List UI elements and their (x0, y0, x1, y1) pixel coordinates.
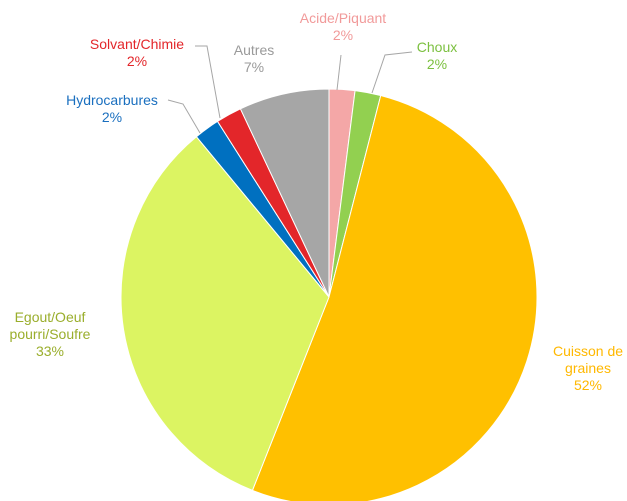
pie-slice (120, 136, 330, 492)
value-label: 7% (243, 59, 265, 75)
leader-line (195, 45, 221, 119)
leader-line (336, 54, 342, 91)
category-label: Autres (233, 42, 275, 58)
slice-label: Acide/Piquant 2% (278, 10, 408, 44)
value-label: 2% (426, 56, 448, 72)
category-label: Egout/Oeuf pourri/Soufre (9, 309, 91, 342)
slice-label: Egout/Oeuf pourri/Soufre 33% (0, 309, 105, 360)
slice-label: Hydrocarbures 2% (52, 92, 172, 126)
value-label: 2% (101, 109, 123, 125)
pie-slice (239, 88, 330, 298)
category-label: Choux (416, 39, 458, 55)
leader-lines (167, 45, 413, 134)
leader-line (371, 51, 413, 94)
pie-slice (251, 94, 538, 501)
category-label: Solvant/Chimie (89, 36, 185, 52)
slice-label: Solvant/Chimie 2% (72, 36, 202, 70)
category-label: Cuisson de graines (552, 343, 624, 376)
category-label: Hydrocarbures (66, 92, 158, 108)
slice-label: Choux 2% (397, 39, 477, 73)
leader-line (167, 99, 201, 134)
value-label: 52% (573, 377, 603, 393)
value-label: 2% (126, 53, 148, 69)
slice-label: Autres 7% (214, 42, 294, 76)
slice-label: Cuisson de graines 52% (533, 343, 627, 394)
category-label: Acide/Piquant (299, 10, 387, 26)
value-label: 2% (332, 27, 354, 43)
value-label: 33% (35, 343, 65, 359)
